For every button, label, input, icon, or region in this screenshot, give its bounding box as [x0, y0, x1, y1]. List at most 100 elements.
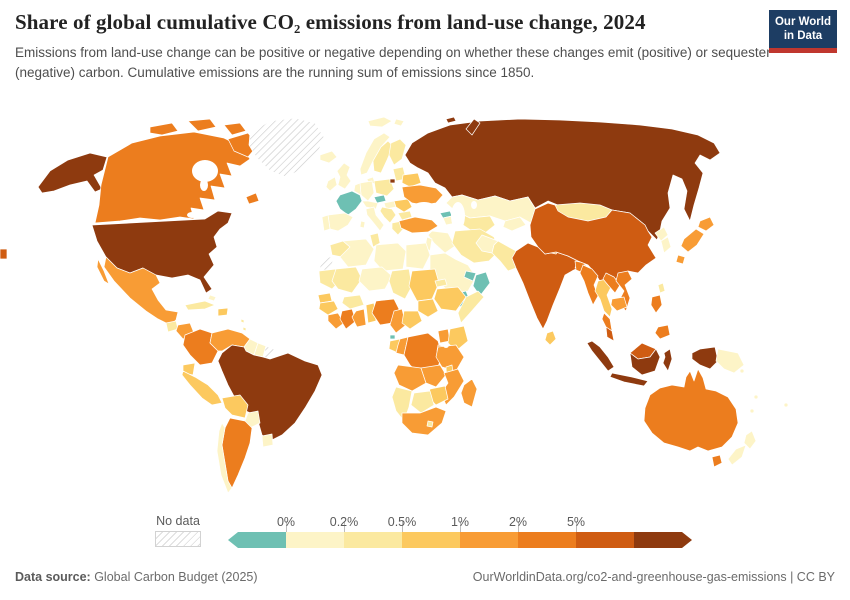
country-lesser-antilles[interactable]: [240, 318, 247, 332]
country-peru[interactable]: [181, 370, 223, 406]
country-belarus[interactable]: [401, 172, 422, 188]
country-ukraine[interactable]: [401, 184, 444, 206]
country-colombia[interactable]: [182, 328, 219, 366]
country-uruguay[interactable]: [261, 433, 274, 448]
country-taiwan[interactable]: [657, 282, 666, 294]
country-tunisia[interactable]: [369, 232, 381, 248]
country-pakistan[interactable]: [491, 240, 517, 272]
country-south-africa[interactable]: [401, 406, 447, 436]
legend-bin-0-0.2[interactable]: 0%: [277, 515, 344, 548]
legend-bin-0.2-0.5[interactable]: 0.2%: [330, 515, 402, 548]
country-uae[interactable]: [463, 270, 477, 282]
country-greenland[interactable]: [248, 117, 325, 178]
country-alaska[interactable]: [37, 152, 108, 194]
country-guinea[interactable]: [318, 300, 339, 316]
country-sri-lanka[interactable]: [544, 330, 557, 346]
country-algeria[interactable]: [339, 238, 375, 268]
country-chad[interactable]: [388, 268, 413, 300]
country-central-african-republic[interactable]: [401, 310, 423, 330]
country-spain[interactable]: [327, 212, 354, 232]
country-sierra-leone-liberia[interactable]: [327, 312, 345, 330]
country-new-zealand-north[interactable]: [743, 430, 757, 450]
legend-no-data-swatch[interactable]: [155, 531, 201, 547]
country-svalbard[interactable]: [367, 116, 405, 128]
country-philippines-luzon[interactable]: [650, 294, 663, 314]
country-ethiopia[interactable]: [433, 286, 467, 312]
country-cameroon[interactable]: [389, 308, 407, 334]
country-western-sahara[interactable]: [318, 255, 335, 272]
country-south-sudan[interactable]: [417, 298, 439, 318]
country-egypt[interactable]: [405, 242, 431, 270]
country-usa[interactable]: [91, 210, 233, 294]
country-eritrea[interactable]: [434, 278, 448, 288]
country-norway[interactable]: [359, 132, 391, 176]
country-tasmania[interactable]: [711, 454, 723, 468]
legend-bin-1-2[interactable]: 1%: [451, 515, 518, 548]
country-mongolia[interactable]: [554, 202, 613, 222]
country-bulgaria[interactable]: [397, 210, 413, 221]
country-australia[interactable]: [643, 368, 739, 452]
country-somalia[interactable]: [457, 290, 485, 324]
country-fiji[interactable]: [783, 402, 789, 408]
country-indonesia-java[interactable]: [609, 372, 649, 387]
country-chile[interactable]: [216, 422, 233, 494]
country-south-korea[interactable]: [660, 236, 672, 254]
country-myanmar[interactable]: [579, 264, 599, 306]
country-bahamas[interactable]: [207, 294, 217, 302]
country-libya[interactable]: [373, 242, 407, 272]
country-finland[interactable]: [388, 138, 407, 166]
country-bolivia[interactable]: [221, 394, 249, 419]
country-new-zealand-south[interactable]: [727, 444, 747, 466]
footer-link-text[interactable]: OurWorldinData.org/co2-and-greenhouse-ga…: [472, 570, 835, 584]
country-cambodia[interactable]: [610, 296, 628, 312]
country-malaysia-peninsula[interactable]: [605, 326, 615, 342]
country-equatorial-guinea[interactable]: [389, 334, 396, 340]
country-philippines-mindanao[interactable]: [654, 324, 671, 340]
country-syria-iraq[interactable]: [427, 230, 456, 254]
country-iceland[interactable]: [319, 150, 338, 164]
country-ecuador[interactable]: [182, 362, 196, 376]
country-kenya[interactable]: [447, 325, 469, 352]
country-niger[interactable]: [358, 266, 393, 292]
country-uk[interactable]: [336, 162, 352, 190]
country-zambia[interactable]: [420, 364, 447, 388]
country-kaliningrad[interactable]: [389, 178, 396, 184]
country-cuba[interactable]: [184, 300, 216, 311]
country-lesotho[interactable]: [426, 420, 434, 428]
country-romania[interactable]: [393, 198, 413, 213]
country-ivory-coast[interactable]: [339, 308, 357, 330]
country-indonesia-sulawesi[interactable]: [662, 348, 673, 372]
legend-bin-5-10[interactable]: 5%: [567, 515, 634, 548]
country-ireland[interactable]: [325, 176, 338, 192]
legend-bin-2-5[interactable]: 2%: [509, 515, 576, 548]
country-botswana[interactable]: [410, 390, 435, 414]
country-kyrgyzstan-tajikistan[interactable]: [502, 216, 527, 232]
country-new-caledonia[interactable]: [749, 408, 755, 414]
country-france[interactable]: [335, 190, 363, 216]
country-canada[interactable]: [94, 131, 251, 224]
country-turkey[interactable]: [398, 216, 439, 234]
country-paraguay[interactable]: [244, 410, 261, 429]
country-japan-honshu[interactable]: [680, 228, 705, 253]
country-madagascar[interactable]: [460, 378, 478, 408]
country-novaya-zemlya[interactable]: [465, 118, 481, 136]
country-indonesia-west-papua[interactable]: [691, 346, 719, 370]
country-north-korea[interactable]: [654, 226, 669, 242]
country-solomon-islands[interactable]: [739, 368, 745, 374]
country-mexico[interactable]: [103, 256, 179, 326]
country-japan-kyushu[interactable]: [675, 254, 686, 265]
country-burkina-faso[interactable]: [341, 294, 365, 310]
country-newfoundland[interactable]: [245, 192, 260, 205]
country-balkans[interactable]: [379, 206, 397, 224]
country-arctic-islands[interactable]: [187, 118, 217, 132]
country-mali[interactable]: [331, 266, 363, 294]
country-franz-josef-land[interactable]: [445, 116, 457, 124]
country-indonesia-sumatra[interactable]: [586, 340, 615, 372]
legend-bin-negative[interactable]: [228, 532, 286, 548]
country-poland[interactable]: [373, 178, 395, 197]
country-germany[interactable]: [359, 180, 375, 202]
country-oman[interactable]: [472, 271, 491, 297]
legend-bin-0.5-1[interactable]: 0.5%: [388, 515, 460, 548]
country-benelux[interactable]: [353, 182, 362, 196]
country-hispaniola[interactable]: [217, 307, 229, 317]
